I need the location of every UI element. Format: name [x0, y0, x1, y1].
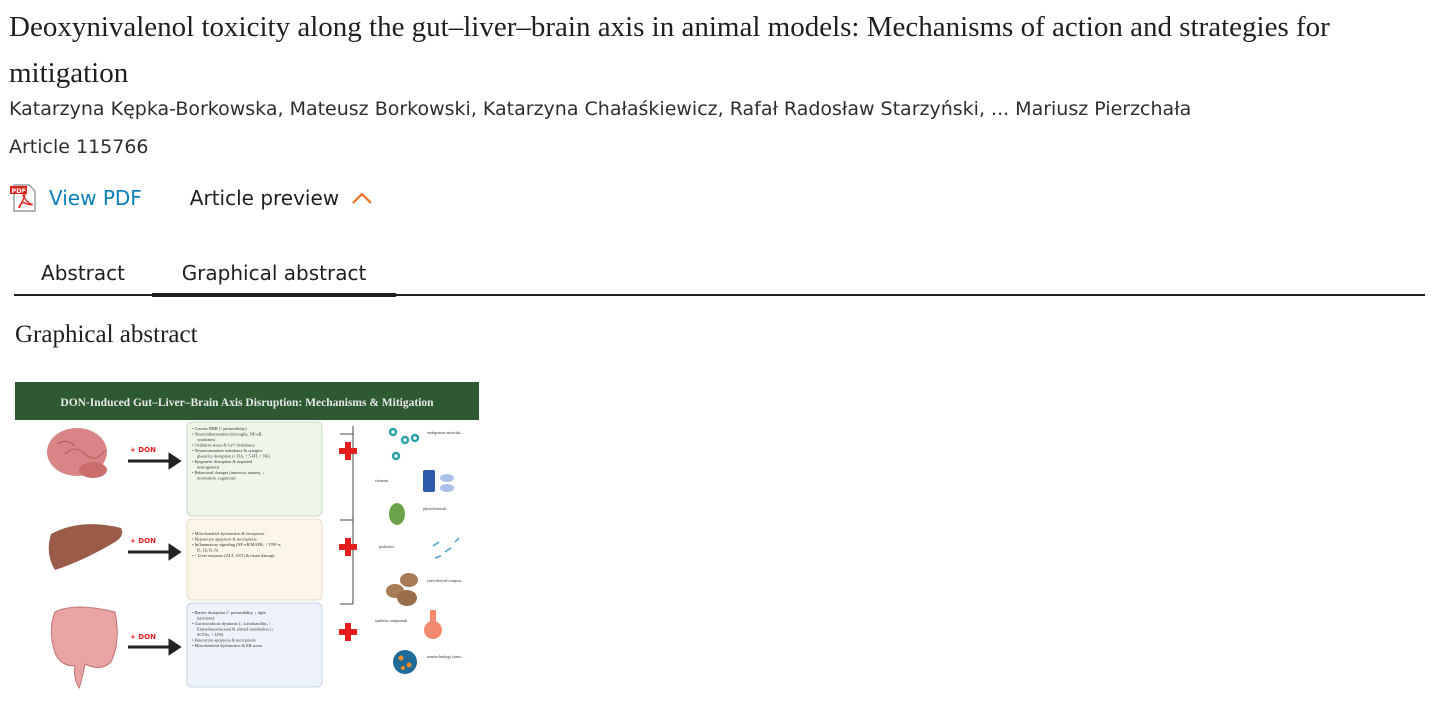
effect-text: plasticity disruption (↓ DA, ↑ 5-HT, ↑ N…	[197, 454, 271, 460]
effect-text: • Enterocyte apoptosis & necroptosis	[192, 638, 256, 643]
intestine-icon	[50, 606, 118, 690]
effect-text: junctions)	[196, 616, 215, 621]
effect-text: • Inflammatory signaling (NF-κB/MAPK; ↑ …	[192, 542, 281, 548]
effect-text: neurogenesis	[197, 465, 220, 470]
view-pdf-label: View PDF	[49, 186, 142, 210]
effect-text: cytokines)	[197, 437, 215, 442]
effect-text: • Mitochondrial dysfunction & ferroptosi…	[192, 531, 265, 536]
section-heading: Graphical abstract	[15, 321, 198, 348]
svg-text:+ DON: + DON	[130, 537, 156, 545]
effect-text: • Oxidative stress & Ca²⁺ imbalance	[192, 443, 255, 448]
abstract-tabs: Abstract Graphical abstract	[14, 256, 1425, 297]
view-pdf-link[interactable]: PDF View PDF	[9, 183, 142, 213]
effect-text: • Barrier disruption (↑ permeability, ↓ …	[192, 610, 266, 616]
mitigation-label: nanotechnology (nano…	[427, 655, 465, 659]
brain-icon	[47, 428, 107, 478]
tab-graphical-abstract[interactable]: Graphical abstract	[152, 256, 396, 297]
effect-text: • Behavioral changes (anorexia, anxiety,…	[192, 470, 264, 476]
chevron-up-icon	[352, 192, 372, 204]
effect-text: SCFAs, ↑ LPS)	[197, 632, 224, 638]
article-preview-label: Article preview	[189, 186, 340, 210]
effect-text: • Mitochondrial dysfunction & ER stress	[192, 643, 262, 648]
author-list: Katarzyna Kępka-Borkowska, Mateusz Borko…	[9, 98, 1192, 120]
effect-text: • Neuroinflammation (microglia, NF-κB,	[192, 432, 263, 438]
effect-text: • Hepatocyte apoptosis & necroptosis	[192, 537, 257, 542]
mitigation-label: yeast-derived compon…	[427, 579, 465, 583]
mitigation-label: probiotics	[379, 545, 395, 549]
mitigation-label: phytochemicals	[423, 507, 447, 511]
article-actions: PDF View PDF Article preview	[9, 183, 373, 213]
mitigation-icons	[386, 427, 460, 674]
liver-icon	[48, 524, 123, 570]
mitigation-label: endogenous antioxida…	[427, 431, 464, 435]
effect-text: • Neurotransmitter imbalance & synaptic	[192, 448, 263, 453]
svg-text:PDF: PDF	[12, 187, 27, 195]
effect-text: • ↑ Liver enzymes (ALT, AST) & tissue da…	[192, 553, 275, 559]
plus-icons	[339, 442, 357, 641]
effect-text: • Gut microbiota dysbiosis (↓ Lactobacil…	[192, 621, 271, 627]
effect-text: IL-1β, IL-6)	[197, 548, 219, 554]
svg-text:+ DON: + DON	[130, 633, 156, 641]
article-title[interactable]: Deoxynivalenol toxicity along the gut–li…	[9, 11, 1330, 89]
tab-abstract[interactable]: Abstract	[41, 261, 125, 285]
graphical-abstract-figure[interactable]: DON-Induced Gut–Liver–Brain Axis Disrupt…	[15, 382, 479, 690]
mitigation-label: vitamins	[375, 479, 389, 483]
article-number: Article 115766	[9, 136, 149, 158]
pdf-icon: PDF	[10, 184, 36, 212]
effect-text: • Crosses BBB (↑ permeability)	[192, 426, 247, 431]
mitigation-label: synthetic compounds	[375, 619, 408, 623]
exposure-arrows: + DON + DON + DON	[130, 446, 156, 641]
figure-title: DON-Induced Gut–Liver–Brain Axis Disrupt…	[60, 397, 434, 409]
article-preview-toggle[interactable]: Article preview	[190, 186, 373, 210]
effect-text: Enterobacteriaceae) & altered metabolite…	[197, 627, 274, 632]
effect-text: motivation, cognition)	[197, 476, 236, 482]
effect-text: • Epigenetic disruption & impaired	[192, 459, 253, 464]
svg-text:+ DON: + DON	[130, 446, 156, 454]
